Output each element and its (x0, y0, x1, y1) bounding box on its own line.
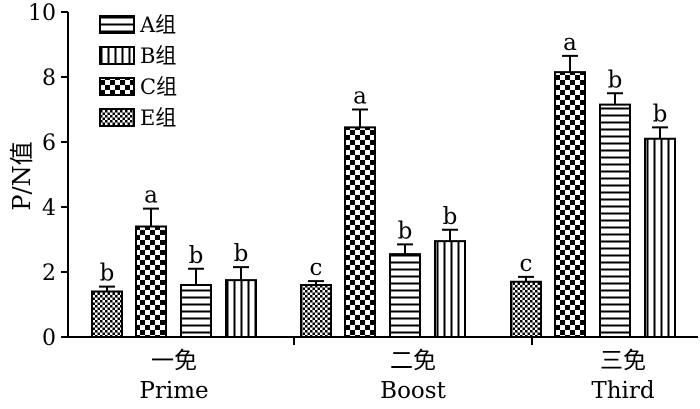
legend: A组 B组 C组 E组 (99, 13, 177, 130)
category-label-en: Third (591, 378, 655, 404)
significance-label: a (563, 30, 577, 56)
significance-label: a (353, 84, 367, 110)
y-tick-label: 4 (42, 196, 56, 221)
legend-swatch (99, 108, 135, 127)
significance-label: c (520, 251, 533, 277)
significance-label: b (443, 204, 458, 230)
bars-layer: b a b b c a b b c a b b (91, 30, 676, 338)
legend-label: B组 (140, 44, 176, 68)
bar (554, 71, 586, 338)
category-label-en: Boost (380, 378, 446, 404)
bar (344, 126, 376, 338)
significance-label: b (189, 243, 204, 269)
bar (434, 240, 466, 338)
bar (135, 225, 167, 338)
significance-label: c (310, 255, 323, 281)
category-label-cn: 三免 (600, 348, 646, 374)
significance-label: b (100, 261, 115, 287)
significance-label: a (144, 183, 158, 209)
significance-label: b (398, 218, 413, 244)
legend-label: A组 (139, 13, 176, 37)
y-tick-label: 2 (42, 261, 56, 286)
category-label-en: Prime (139, 378, 208, 404)
legend-swatch (99, 46, 135, 65)
y-axis-title: P/N值 (8, 141, 36, 210)
significance-label: b (653, 101, 668, 127)
y-tick-label: 6 (42, 131, 56, 156)
category-label-cn: 二免 (390, 348, 436, 374)
bar (300, 284, 332, 338)
bar (225, 279, 257, 338)
legend-swatch (99, 15, 135, 34)
bar (599, 103, 631, 338)
bar (180, 284, 212, 338)
significance-label: b (608, 67, 623, 93)
bar (91, 290, 123, 338)
category-label-cn: 一免 (151, 348, 197, 374)
y-tick-label: 10 (28, 1, 56, 26)
bar (389, 253, 421, 338)
y-tick-label: 0 (42, 326, 56, 351)
bar (644, 137, 676, 338)
legend-swatch (99, 77, 135, 96)
legend-label: C组 (140, 75, 177, 99)
bar (510, 280, 542, 338)
y-tick-label: 8 (42, 66, 56, 91)
legend-label: E组 (140, 106, 176, 130)
axes: 0 2 4 6 8 10 一免 Prime 二免 Boost 三免 Third (28, 1, 698, 404)
significance-label: b (234, 241, 249, 267)
